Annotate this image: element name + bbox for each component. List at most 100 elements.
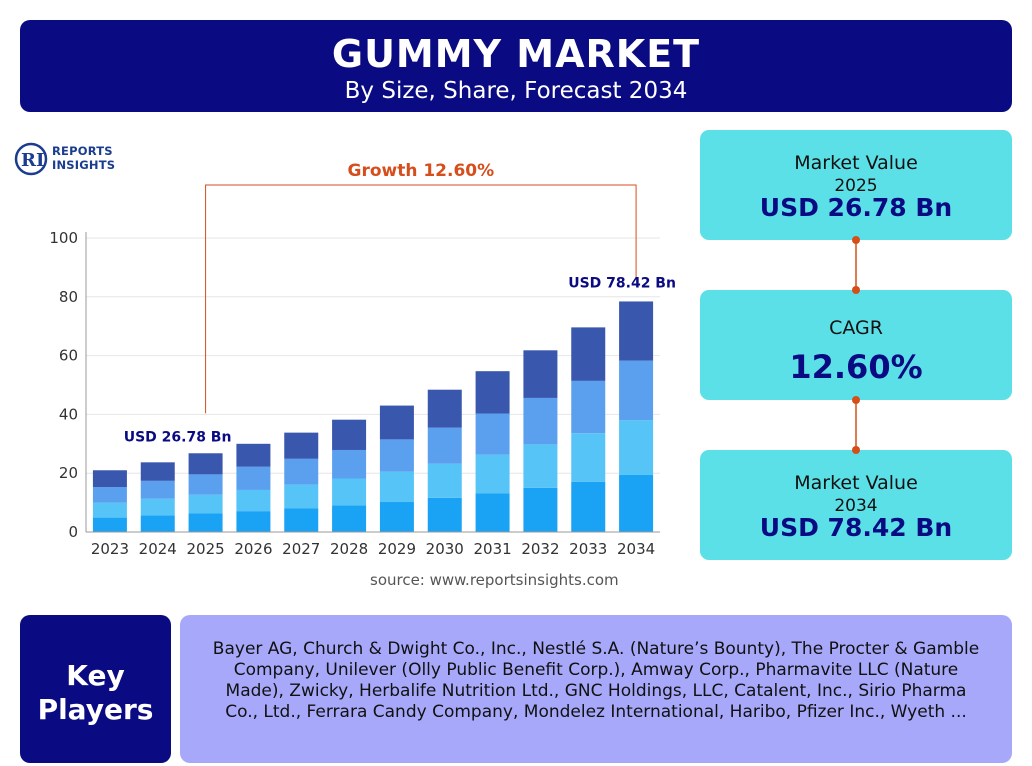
bar-segment-2025-4 (188, 453, 223, 475)
bar-segment-2029-2 (379, 471, 414, 503)
bar-segment-2027-3 (284, 458, 319, 485)
data-label-2025: USD 26.78 Bn (124, 429, 232, 445)
growth-label: Growth 12.60% (347, 161, 494, 181)
bar-segment-2023-3 (92, 487, 127, 503)
bar-segment-2026-1 (236, 511, 271, 532)
cagr-card: CAGR 12.60% (700, 290, 1012, 400)
key-players-title-line2: Players (37, 693, 154, 726)
bar-segment-2024-2 (140, 498, 175, 516)
market-value-2025-label: Market Value (794, 152, 918, 174)
x-tick-label: 2028 (330, 540, 368, 558)
connector-dot (852, 236, 860, 244)
x-tick-label: 2034 (617, 540, 655, 558)
x-tick-label: 2033 (569, 540, 607, 558)
bar-segment-2025-3 (188, 474, 223, 495)
bar-segment-2030-3 (427, 427, 462, 464)
page-title: GUMMY MARKET (331, 32, 701, 76)
bar-segment-2027-4 (284, 432, 319, 459)
logo-letters: RI (21, 150, 44, 171)
x-tick-label: 2027 (282, 540, 320, 558)
bar-segment-2032-2 (523, 444, 558, 488)
key-players-heading: Key Players (20, 615, 171, 763)
y-tick-label: 100 (49, 229, 78, 247)
bar-segment-2024-1 (140, 515, 175, 532)
bar-segment-2027-2 (284, 484, 319, 509)
bar-segment-2026-3 (236, 466, 271, 490)
bar-segment-2023-2 (92, 502, 127, 518)
key-players-list: Bayer AG, Church & Dwight Co., Inc., Nes… (180, 615, 1012, 763)
bar-segment-2033-2 (571, 433, 606, 482)
header-banner: GUMMY MARKET By Size, Share, Forecast 20… (20, 20, 1012, 112)
bar-segment-2029-3 (379, 439, 414, 472)
market-value-2025-year: 2025 (834, 176, 878, 196)
market-value-2025-value: USD 26.78 Bn (759, 193, 953, 222)
card-connectors (852, 236, 860, 454)
bar-segment-2031-2 (475, 454, 510, 494)
x-tick-label: 2032 (521, 540, 559, 558)
bar-segment-2028-4 (332, 419, 367, 450)
bar-segment-2034-3 (619, 360, 654, 421)
x-tick-label: 2026 (234, 540, 272, 558)
x-tick-label: 2023 (91, 540, 129, 558)
bar-segment-2028-3 (332, 449, 367, 479)
bar-segment-2034-1 (619, 474, 654, 532)
bar-segment-2033-3 (571, 380, 606, 434)
bar-segment-2030-4 (427, 389, 462, 428)
connector-dot (852, 446, 860, 454)
logo-icon: RI (14, 142, 48, 176)
bar-segment-2026-4 (236, 443, 271, 467)
market-value-2034-card: Market Value 2034 USD 78.42 Bn (700, 450, 1012, 560)
bar-segment-2028-1 (332, 505, 367, 532)
bar-segment-2023-4 (92, 470, 127, 488)
y-tick-label: 40 (59, 405, 78, 423)
x-tick-label: 2025 (186, 540, 224, 558)
bar-segment-2025-2 (188, 494, 223, 514)
data-label-2034: USD 78.42 Bn (568, 275, 676, 291)
bar-segment-2034-2 (619, 420, 654, 475)
bar-segment-2023-1 (92, 517, 127, 532)
bar-segment-2029-4 (379, 405, 414, 440)
bar-segment-2024-3 (140, 480, 175, 499)
logo-line2: INSIGHTS (52, 158, 116, 172)
market-value-2034-year: 2034 (834, 496, 878, 516)
x-tick-label: 2029 (378, 540, 416, 558)
connector-dot (852, 286, 860, 294)
stacked-bar-chart: 0 20 40 60 80 100 2023 2024 2025 2026 2027 2028 2029… (49, 161, 676, 558)
bar-segment-2032-1 (523, 487, 558, 532)
market-value-2034-label: Market Value (794, 472, 918, 494)
bar-segment-2026-2 (236, 489, 271, 512)
cagr-value: 12.60% (789, 348, 923, 386)
bar-segment-2030-1 (427, 497, 462, 532)
page-subtitle: By Size, Share, Forecast 2034 (344, 78, 688, 104)
bar-segment-2032-4 (523, 350, 558, 398)
bar-segment-2030-2 (427, 463, 462, 498)
bar-segment-2033-1 (571, 481, 606, 532)
x-tick-label: 2030 (426, 540, 464, 558)
x-tick-label: 2031 (473, 540, 511, 558)
bar-segment-2033-4 (571, 327, 606, 381)
bar-segment-2032-3 (523, 397, 558, 445)
cagr-label: CAGR (829, 317, 883, 339)
connector-dot (852, 396, 860, 404)
x-tick-label: 2024 (139, 540, 177, 558)
y-tick-label: 80 (59, 288, 78, 306)
key-players-title-line1: Key (66, 659, 125, 692)
bar-segment-2031-4 (475, 371, 510, 414)
bar-segment-2027-1 (284, 508, 319, 532)
logo-line1: REPORTS (52, 144, 113, 158)
y-tick-label: 0 (68, 523, 78, 541)
y-tick-label: 60 (59, 347, 78, 365)
bar-segment-2031-1 (475, 493, 510, 532)
bar-segment-2024-4 (140, 462, 175, 481)
bar-segment-2034-4 (619, 301, 654, 361)
bar-segment-2031-3 (475, 413, 510, 455)
source-note: source: www.reportsinsights.com (370, 571, 619, 589)
market-value-2025-card: Market Value 2025 USD 26.78 Bn (700, 130, 1012, 240)
bar-segment-2025-1 (188, 513, 223, 532)
growth-bracket (205, 184, 637, 414)
y-tick-label: 20 (59, 464, 78, 482)
bar-segment-2028-2 (332, 478, 367, 506)
market-value-2034-value: USD 78.42 Bn (759, 513, 953, 542)
bar-segment-2029-1 (379, 502, 414, 532)
company-logo: RI REPORTS INSIGHTS (14, 140, 124, 180)
